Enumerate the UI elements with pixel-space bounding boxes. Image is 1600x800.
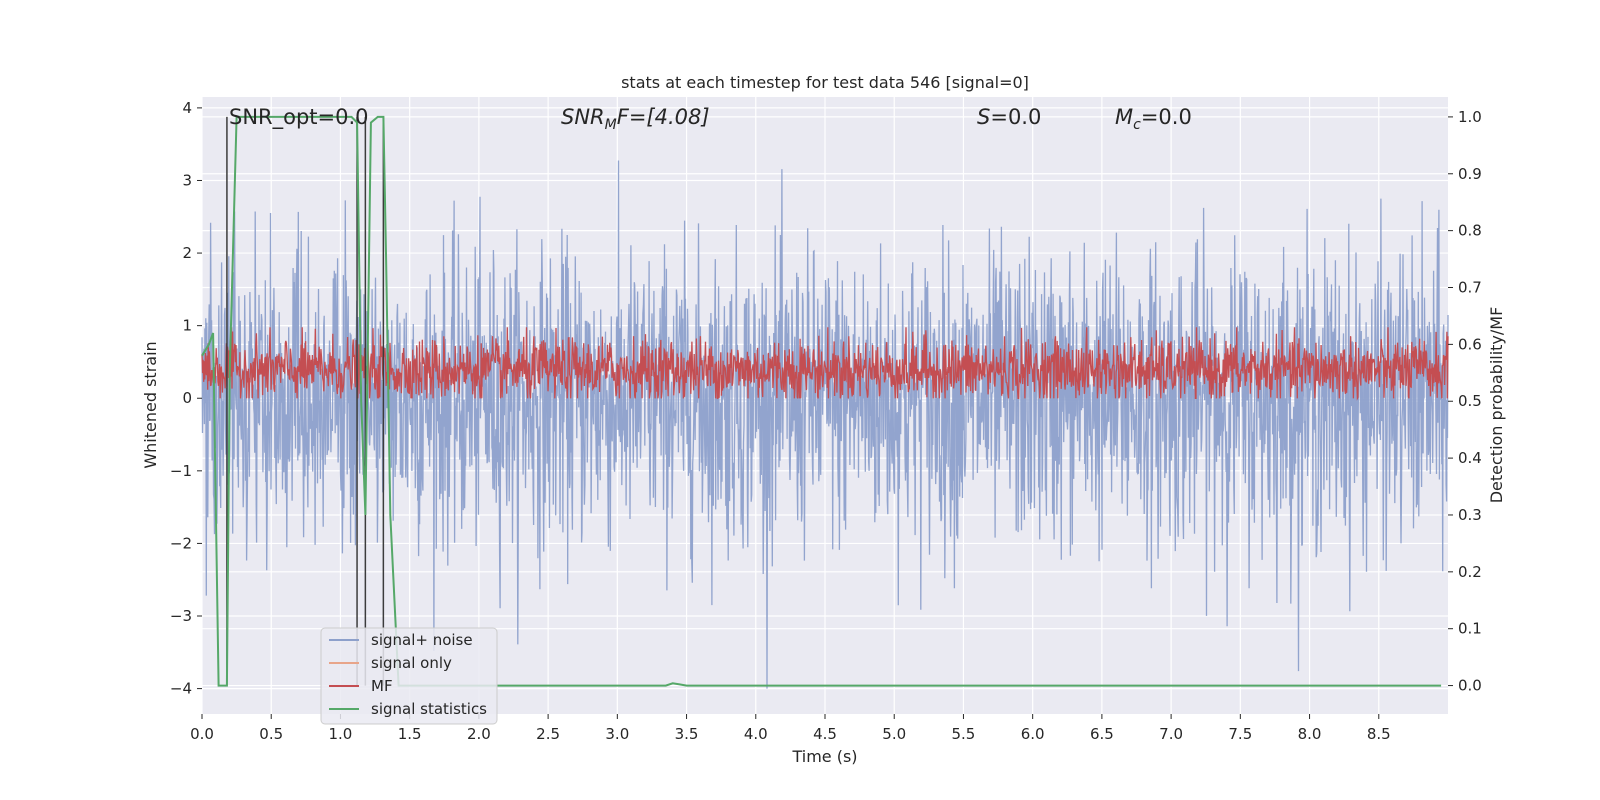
y-left-tick-label: 0 — [182, 389, 192, 407]
x-tick-label: 6.0 — [1021, 725, 1045, 743]
y-right-tick-label: 0.8 — [1458, 222, 1482, 240]
y-left-tick-label: 1 — [182, 317, 192, 335]
snr-mf-annotation: SNRMF=[4.08] — [561, 105, 710, 133]
snr-mf-subscript: M — [605, 117, 617, 133]
y-left-tick-label: 3 — [182, 171, 192, 189]
mf-line — [201, 327, 1449, 401]
s-main: S — [977, 105, 990, 129]
mc-annotation: Mc=0.0 — [1115, 105, 1192, 133]
y-right-tick-label: 0.7 — [1458, 279, 1482, 297]
x-tick-label: 5.0 — [882, 725, 906, 743]
x-tick-label: 1.0 — [329, 725, 353, 743]
snr-mf-rest: F=[4.08] — [617, 105, 710, 129]
x-tick-label: 7.0 — [1159, 725, 1183, 743]
y-left-tick-label: −4 — [170, 680, 192, 698]
legend-box — [320, 627, 498, 725]
signal-plus-noise-series — [201, 160, 1449, 689]
y-right-tick-label: 0.5 — [1458, 392, 1482, 410]
signal-plus-noise-line — [201, 160, 1449, 689]
y-right-tick-label: 0.0 — [1458, 677, 1482, 695]
y-right-tick-label: 1.0 — [1458, 108, 1482, 126]
s-annotation: S=0.0 — [977, 105, 1041, 129]
x-tick-labels: 0.0 0.5 1.0 1.5 2.0 2.5 3.0 3.5 4.0 4.5 5.0 5.5 6.0 6… — [190, 714, 1391, 743]
x-tick-label: 4.0 — [744, 725, 768, 743]
signal-statistics-series — [201, 115, 1442, 687]
snr-mf-main: SNR — [561, 105, 605, 129]
y-left-tick-label: 2 — [182, 244, 192, 262]
y-right-tick-label: 0.4 — [1458, 449, 1482, 467]
legend-label-mf: MF — [371, 677, 393, 695]
vertical-markers — [226, 116, 385, 686]
x-tick-label: 2.5 — [536, 725, 560, 743]
chart-title: stats at each timestep for test data 546… — [621, 73, 1029, 92]
y-right-tick-label: 0.1 — [1458, 620, 1482, 638]
x-tick-label: 4.5 — [813, 725, 837, 743]
y-left-tick-label: −3 — [170, 607, 192, 625]
y-right-tick-label: 0.9 — [1458, 165, 1482, 183]
x-tick-label: 3.5 — [675, 725, 699, 743]
y-right-tick-label: 0.2 — [1458, 563, 1482, 581]
mc-rest: =0.0 — [1141, 105, 1192, 129]
legend-label-signal-statistics: signal statistics — [371, 700, 487, 718]
s-rest: =0.0 — [990, 105, 1041, 129]
x-tick-label: 8.0 — [1298, 725, 1322, 743]
x-tick-label: 1.5 — [398, 725, 422, 743]
x-tick-label: 6.5 — [1090, 725, 1114, 743]
mf-series — [201, 327, 1449, 401]
y-left-tick-label: −2 — [170, 534, 192, 552]
mc-subscript: c — [1133, 117, 1141, 133]
y-right-axis-label: Detection probability/MF — [1487, 307, 1506, 504]
y-right-tick-labels: 1.0 0.9 0.8 0.7 0.6 0.5 0.4 0.3 0.2 0.1 0.0 — [1448, 108, 1482, 695]
x-tick-label: 2.0 — [467, 725, 491, 743]
x-tick-label: 7.5 — [1228, 725, 1252, 743]
x-tick-label: 5.5 — [952, 725, 976, 743]
x-tick-label: 8.5 — [1367, 725, 1391, 743]
y-left-tick-label: 4 — [182, 99, 192, 117]
y-left-axis-label: Whitened strain — [141, 341, 160, 468]
legend-label-signal-noise: signal+ noise — [371, 631, 473, 649]
y-right-tick-label: 0.6 — [1458, 335, 1482, 353]
x-tick-label: 0.0 — [190, 725, 214, 743]
y-left-tick-label: −1 — [170, 462, 192, 480]
legend-label-signal-only: signal only — [371, 654, 452, 672]
mc-main: M — [1115, 105, 1133, 129]
x-tick-label: 3.0 — [605, 725, 629, 743]
legend: signal+ noise signal only MF signal stat… — [320, 627, 498, 725]
x-tick-label: 0.5 — [259, 725, 283, 743]
y-right-tick-label: 0.3 — [1458, 506, 1482, 524]
signal-statistics-line — [201, 115, 1442, 687]
x-axis-label: Time (s) — [791, 747, 857, 766]
snr-opt-annotation: SNR_opt=0.0 — [229, 105, 369, 130]
y-left-tick-labels: 4 3 2 1 0 −1 −2 −3 −4 — [170, 99, 202, 698]
